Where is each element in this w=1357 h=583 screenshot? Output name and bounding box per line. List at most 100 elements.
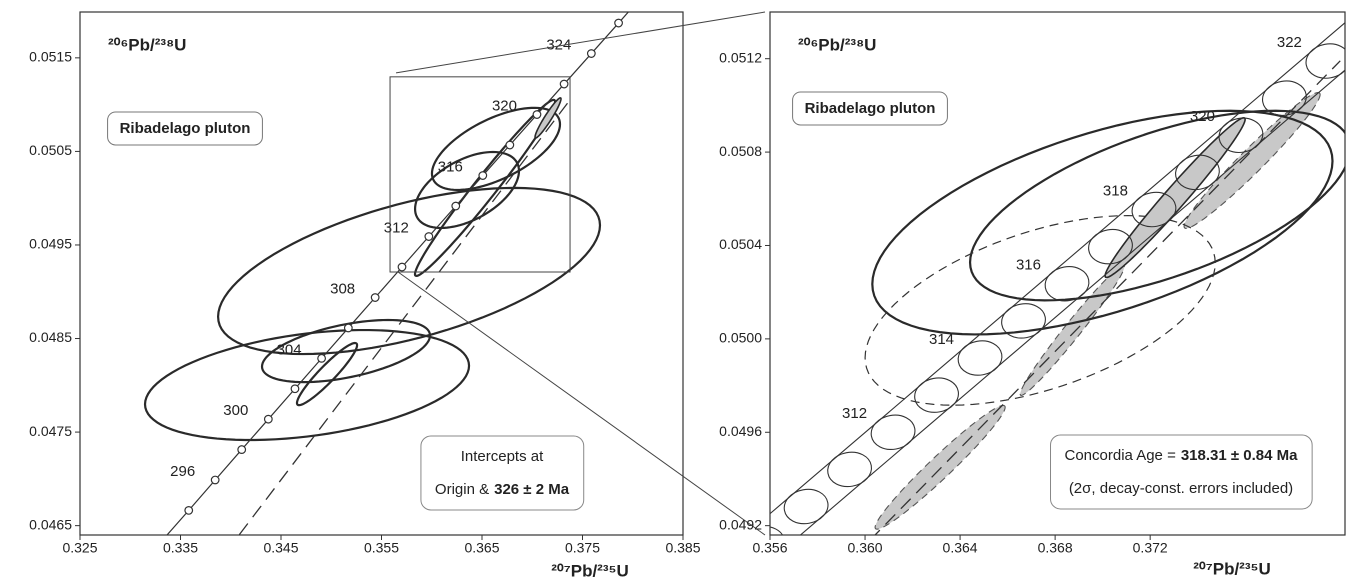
error-ellipse <box>295 341 359 407</box>
y-tick-label: 0.0505 <box>29 142 72 158</box>
concordia-marker <box>532 110 542 119</box>
age-label: 322 <box>1277 34 1302 51</box>
age-label: 324 <box>546 37 571 54</box>
concordia-marker <box>184 505 194 515</box>
concordia-marker <box>1131 191 1177 228</box>
error-ellipse <box>1183 92 1321 229</box>
note-line: (2σ, decay-const. errors included) <box>1069 480 1293 497</box>
concordia-marker <box>343 323 353 333</box>
concordia-marker <box>397 262 407 272</box>
note-text: Intercepts at <box>461 448 544 465</box>
age-label: 308 <box>330 281 355 298</box>
y-tick-label: 0.0465 <box>29 516 72 532</box>
x-tick-label: 0.368 <box>1038 540 1073 556</box>
x-axis-label: ²⁰⁷Pb/²³⁵U <box>551 561 629 580</box>
age-label: 312 <box>384 220 409 237</box>
x-tick-label: 0.335 <box>163 540 198 556</box>
note-line: Intercepts at <box>461 448 544 465</box>
x-tick-label: 0.345 <box>263 540 298 556</box>
y-tick-label: 0.0512 <box>719 49 762 65</box>
age-label: 318 <box>1103 182 1128 199</box>
zoom-connector <box>397 271 766 536</box>
concordia-marker <box>614 18 623 28</box>
note-text: (2σ, decay-const. errors included) <box>1069 480 1293 497</box>
concordia-marker <box>827 451 873 488</box>
concordia-marker <box>1001 303 1046 339</box>
x-tick-label: 0.372 <box>1133 540 1168 556</box>
y-axis-label: ²⁰⁶Pb/²³⁸U <box>108 35 186 54</box>
concordia-marker <box>1088 228 1133 265</box>
concordia-marker <box>586 49 596 58</box>
concordia-marker <box>1044 266 1090 302</box>
label-box <box>107 111 263 146</box>
error-ellipse <box>534 97 562 139</box>
y-tick-label: 0.0496 <box>719 423 762 439</box>
age-label: 314 <box>929 331 954 348</box>
error-ellipse <box>968 109 1345 302</box>
concordia-marker <box>870 414 916 450</box>
note-text: Origin & <box>435 481 489 498</box>
note-box <box>420 435 585 511</box>
zoom-box <box>389 76 571 273</box>
age-label: 316 <box>1016 257 1041 274</box>
age-label: 312 <box>842 405 867 422</box>
concordia-marker <box>559 79 569 89</box>
plot-frame <box>79 11 684 536</box>
pluton-label: Ribadelago pluton <box>805 100 936 117</box>
concordia-marker <box>370 293 380 302</box>
x-tick-label: 0.375 <box>565 540 600 556</box>
concordia-marker <box>478 171 488 180</box>
y-tick-label: 0.0504 <box>719 236 762 252</box>
concordia-marker <box>1261 80 1307 116</box>
age-label: 304 <box>277 341 302 358</box>
concordia-marker <box>1218 117 1264 154</box>
x-tick-label: 0.364 <box>943 540 978 556</box>
y-tick-label: 0.0475 <box>29 423 72 439</box>
error-ellipse <box>1019 264 1125 396</box>
pluton-label: Ribadelago pluton <box>120 120 251 137</box>
error-ellipse <box>413 98 557 278</box>
y-axis-label: ²⁰⁶Pb/²³⁸U <box>798 35 876 54</box>
concordia-marker <box>317 353 327 363</box>
concordia-marker <box>1175 154 1220 191</box>
x-tick-label: 0.356 <box>752 540 787 556</box>
age-label: 320 <box>1190 108 1215 125</box>
concordia-marker <box>237 445 247 454</box>
zoom-connector <box>395 11 766 74</box>
y-tick-label: 0.0508 <box>719 143 762 159</box>
y-tick-label: 0.0495 <box>29 236 72 252</box>
note-line: Concordia Age = 318.31 ± 0.84 Ma <box>1065 447 1299 464</box>
y-tick-label: 0.0515 <box>29 49 72 65</box>
x-tick-label: 0.360 <box>848 540 883 556</box>
note-line: Origin & 326 ± 2 Ma <box>435 481 570 498</box>
y-tick-label: 0.0500 <box>719 330 762 346</box>
x-tick-label: 0.325 <box>62 540 97 556</box>
x-axis-label: ²⁰⁷Pb/²³⁵U <box>1193 559 1271 578</box>
plot-area <box>143 12 630 535</box>
concordia-band <box>770 22 1345 515</box>
note-text: Concordia Age = <box>1065 447 1177 464</box>
age-label: 300 <box>223 402 248 419</box>
concordia-marker <box>783 488 829 525</box>
label-box <box>792 91 948 126</box>
x-tick-label: 0.365 <box>464 540 499 556</box>
error-ellipse <box>143 328 471 442</box>
discordia-line <box>238 99 571 535</box>
error-ellipse <box>430 106 562 192</box>
note-bold: 326 ± 2 Ma <box>494 481 570 498</box>
note-bold: 318.31 ± 0.84 Ma <box>1181 447 1298 464</box>
error-ellipse <box>864 214 1216 406</box>
y-tick-label: 0.0485 <box>29 329 72 345</box>
concordia-marker <box>424 232 434 241</box>
plot-area <box>770 22 1345 535</box>
x-tick-label: 0.385 <box>665 540 700 556</box>
age-label: 320 <box>492 98 517 115</box>
concordia-marker <box>451 201 461 211</box>
concordia-marker <box>210 475 220 485</box>
note-box <box>1050 434 1313 510</box>
concordia-marker <box>1305 43 1345 79</box>
error-ellipse <box>413 150 521 230</box>
concordia-band <box>799 69 1345 535</box>
concordia-marker <box>263 414 273 424</box>
